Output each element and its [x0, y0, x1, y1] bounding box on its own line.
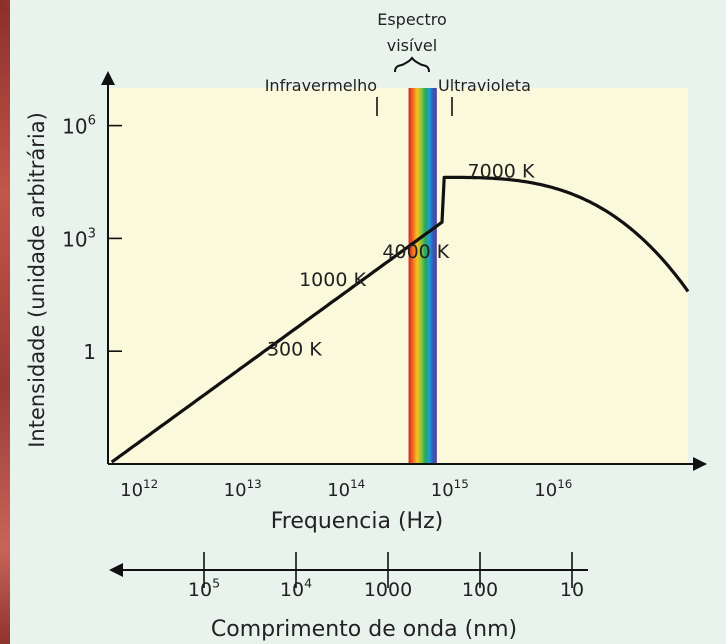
visible-spectrum-title-line1: Espectro: [377, 10, 447, 29]
plot-area: [108, 88, 688, 464]
wavelength-tick-label: 105: [188, 575, 220, 601]
x-axis-label: Frequencia (Hz): [271, 509, 443, 534]
wavelength-axis-label: Comprimento de onda (nm): [211, 617, 517, 642]
visible-spectrum-brace: [394, 56, 430, 73]
wavelength-tick-label: 1000: [364, 579, 412, 601]
curve-label: 4000 K: [382, 241, 449, 263]
y-tick-label: 103: [62, 226, 96, 251]
curve-label: 1000 K: [299, 269, 366, 291]
x-tick-label: 1014: [327, 477, 365, 501]
wavelength-tick-label: 10: [560, 579, 584, 601]
x-tick-label: 1013: [224, 477, 262, 501]
y-tick-label: 106: [62, 114, 96, 139]
x-tick-label: 1015: [431, 477, 469, 501]
visible-spectrum-title-line2: visível: [387, 36, 437, 55]
x-tick-label: 1012: [120, 477, 158, 501]
wavelength-tick-label: 100: [462, 579, 498, 601]
y-axis-label: Intensidade (unidade arbitrária): [25, 112, 49, 448]
curve-7000k: [110, 175, 690, 464]
y-tick-label: 1: [83, 340, 96, 364]
curve-label: 300 K: [267, 339, 322, 361]
ultraviolet-label: Ultravioleta: [438, 76, 531, 95]
infrared-label: Infravermelho: [265, 76, 377, 95]
visible-spectrum-band: [408, 88, 437, 464]
curve-label: 7000 K: [468, 160, 535, 182]
wavelength-tick-label: 104: [280, 575, 312, 601]
x-tick-label: 1016: [534, 477, 572, 501]
